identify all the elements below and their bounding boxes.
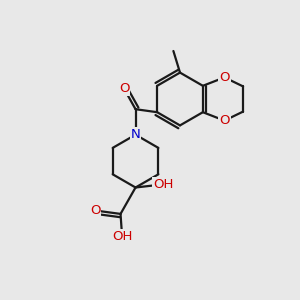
Text: O: O [119,82,129,95]
Text: O: O [219,71,230,84]
Text: O: O [219,114,230,127]
Text: OH: OH [153,178,174,191]
Text: O: O [90,204,100,218]
Text: N: N [131,128,140,141]
Text: OH: OH [112,230,132,244]
